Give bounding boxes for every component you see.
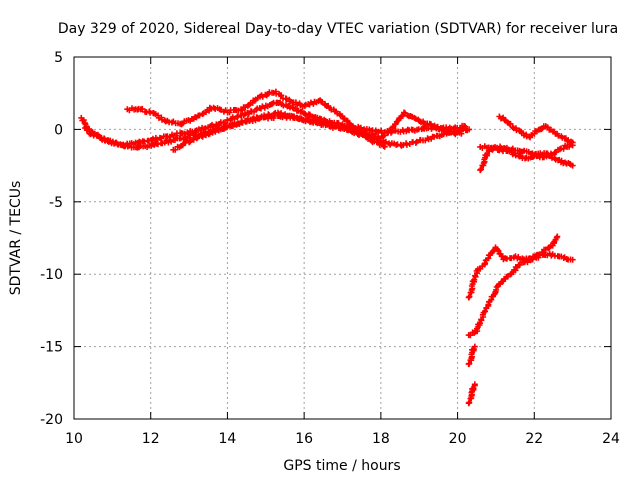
y-tick-label: -10: [40, 267, 63, 283]
x-axis-title: GPS time / hours: [283, 458, 400, 474]
x-tick-label: 14: [219, 431, 237, 447]
series-track-i: [465, 233, 561, 339]
y-tick-label: -15: [40, 340, 63, 356]
series-track-j: [465, 343, 478, 368]
y-tick-label: 5: [54, 50, 63, 66]
x-tick-label: 16: [295, 431, 313, 447]
x-tick-label: 22: [525, 431, 543, 447]
data-point-markers: [496, 113, 576, 146]
y-tick-label: -20: [40, 412, 63, 428]
x-tick-label: 10: [65, 431, 83, 447]
axis-ticks: [73, 56, 612, 420]
y-tick-label: -5: [49, 195, 63, 211]
data-point-markers: [477, 143, 576, 169]
x-tick-label: 24: [602, 431, 620, 447]
series-track-g: [477, 143, 576, 169]
series-track-f: [496, 113, 576, 146]
x-tick-label: 18: [372, 431, 390, 447]
data-points: [78, 88, 576, 407]
x-tick-labels: 10 12 14 16 18 20 22 24: [65, 431, 620, 447]
series-track-k: [465, 381, 478, 407]
data-point-markers: [170, 109, 465, 153]
data-point-markers: [465, 233, 561, 339]
y-axis-title: SDTVAR / TECUs: [8, 181, 24, 296]
series-track-d: [170, 109, 465, 153]
data-point-markers: [465, 343, 478, 368]
x-tick-label: 20: [449, 431, 467, 447]
y-tick-labels: -20 -15 -10 -5 0 5: [40, 50, 63, 428]
data-point-markers: [465, 381, 478, 407]
plot-frame: [73, 56, 612, 420]
chart-title: Day 329 of 2020, Sidereal Day-to-day VTE…: [58, 21, 618, 37]
x-tick-label: 12: [142, 431, 160, 447]
y-tick-label: 0: [54, 122, 63, 138]
